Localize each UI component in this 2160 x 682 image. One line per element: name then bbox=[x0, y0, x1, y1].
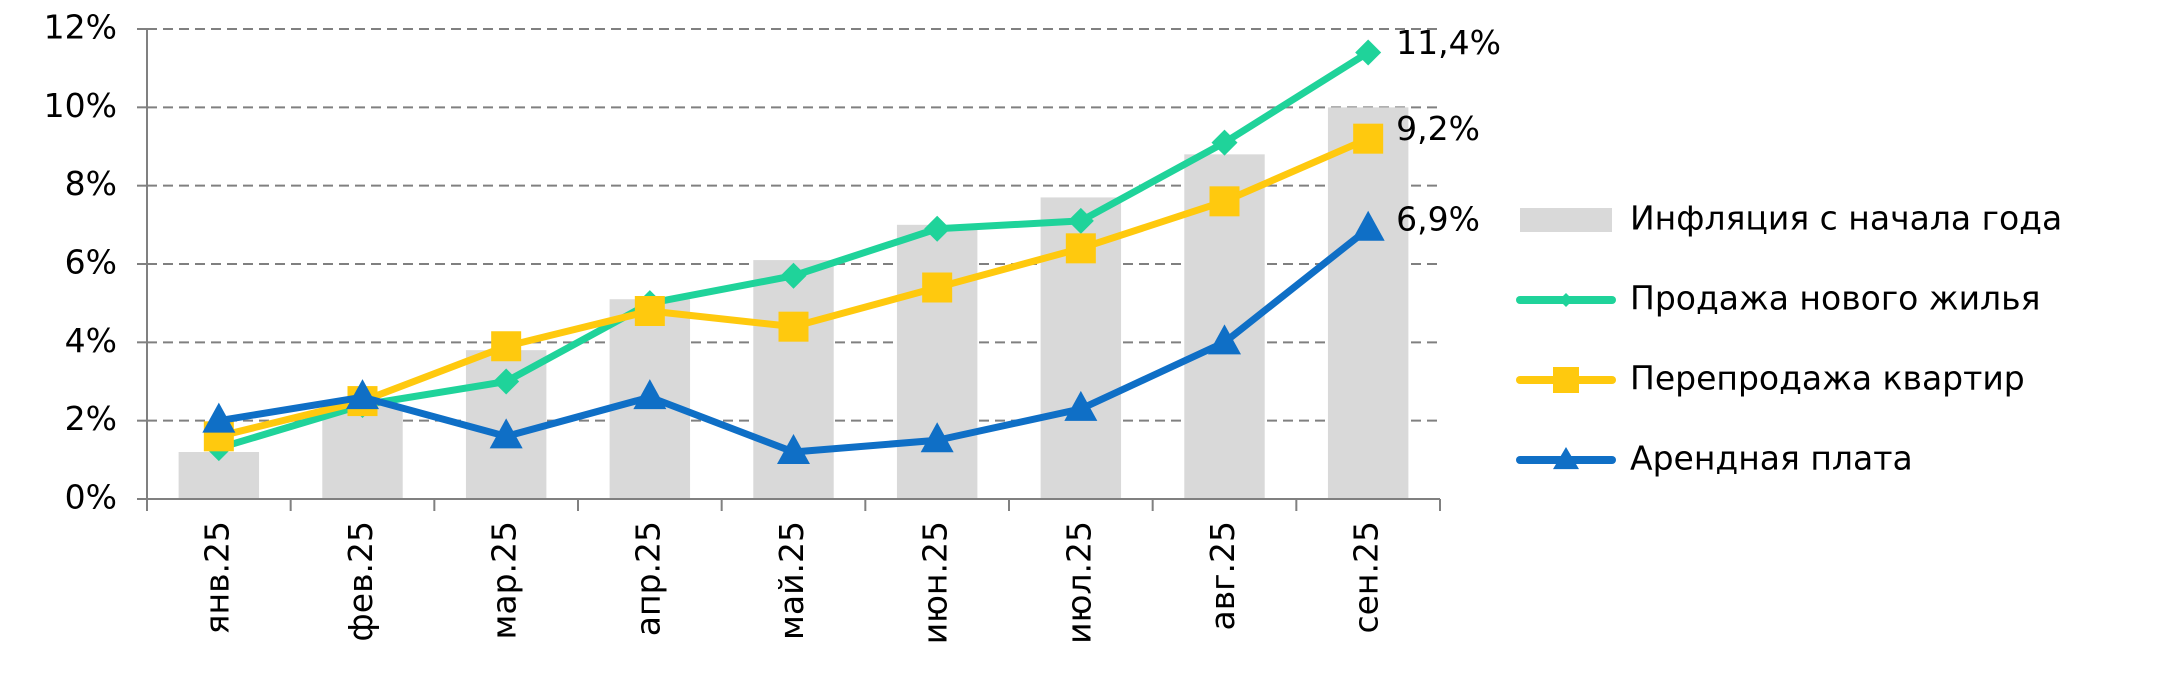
marker bbox=[491, 331, 522, 362]
legend-label: Перепродажа квартир bbox=[1630, 359, 2025, 398]
marker bbox=[924, 215, 951, 242]
y-tick-label: 6% bbox=[65, 243, 117, 282]
legend-marker bbox=[1559, 293, 1573, 307]
marker bbox=[489, 418, 523, 449]
x-tick-label: май.25 bbox=[772, 521, 811, 640]
legend-swatch bbox=[1520, 208, 1612, 232]
x-tick-label: апр.25 bbox=[628, 521, 667, 636]
x-tick-label: авг.25 bbox=[1203, 521, 1242, 631]
value-label: 9,2% bbox=[1396, 109, 1480, 148]
value-label: 6,9% bbox=[1396, 199, 1480, 238]
x-tick-label: мар.25 bbox=[485, 521, 524, 640]
marker bbox=[634, 296, 665, 326]
x-tick-label: июл.25 bbox=[1059, 521, 1098, 644]
x-tick-label: сен.25 bbox=[1347, 521, 1386, 634]
marker bbox=[777, 434, 810, 464]
x-tick-label: фев.25 bbox=[341, 521, 380, 641]
marker bbox=[1208, 324, 1241, 355]
x-tick-label: янв.25 bbox=[197, 521, 236, 634]
marker bbox=[1211, 129, 1238, 156]
marker bbox=[1351, 210, 1385, 241]
marker bbox=[346, 379, 379, 410]
marker bbox=[202, 402, 236, 433]
marker bbox=[922, 272, 953, 303]
legend-marker bbox=[1553, 447, 1579, 470]
marker bbox=[780, 262, 807, 289]
legend-label: Инфляция с начала года bbox=[1630, 199, 2062, 238]
marker bbox=[1353, 123, 1384, 154]
legend-marker bbox=[1553, 367, 1579, 393]
marker bbox=[1064, 390, 1098, 421]
marker bbox=[778, 311, 809, 342]
y-tick-label: 8% bbox=[65, 164, 117, 203]
marker bbox=[633, 379, 667, 410]
y-tick-label: 12% bbox=[44, 8, 117, 47]
marker bbox=[1209, 186, 1240, 217]
value-label: 11,4% bbox=[1396, 23, 1501, 62]
y-tick-label: 10% bbox=[44, 86, 117, 125]
marker bbox=[1355, 39, 1382, 66]
y-tick-label: 2% bbox=[65, 399, 117, 438]
bar bbox=[896, 224, 978, 500]
legend-label: Продажа нового жилья bbox=[1630, 279, 2040, 318]
marker bbox=[920, 422, 954, 453]
marker bbox=[493, 368, 520, 395]
y-tick-label: 0% bbox=[65, 478, 117, 517]
marker bbox=[1067, 207, 1094, 234]
bar bbox=[1327, 107, 1409, 499]
y-tick-label: 4% bbox=[65, 321, 117, 360]
legend-label: Арендная плата bbox=[1630, 439, 1913, 478]
marker bbox=[1065, 233, 1096, 264]
bar bbox=[322, 405, 403, 499]
x-tick-label: июн.25 bbox=[916, 521, 955, 644]
